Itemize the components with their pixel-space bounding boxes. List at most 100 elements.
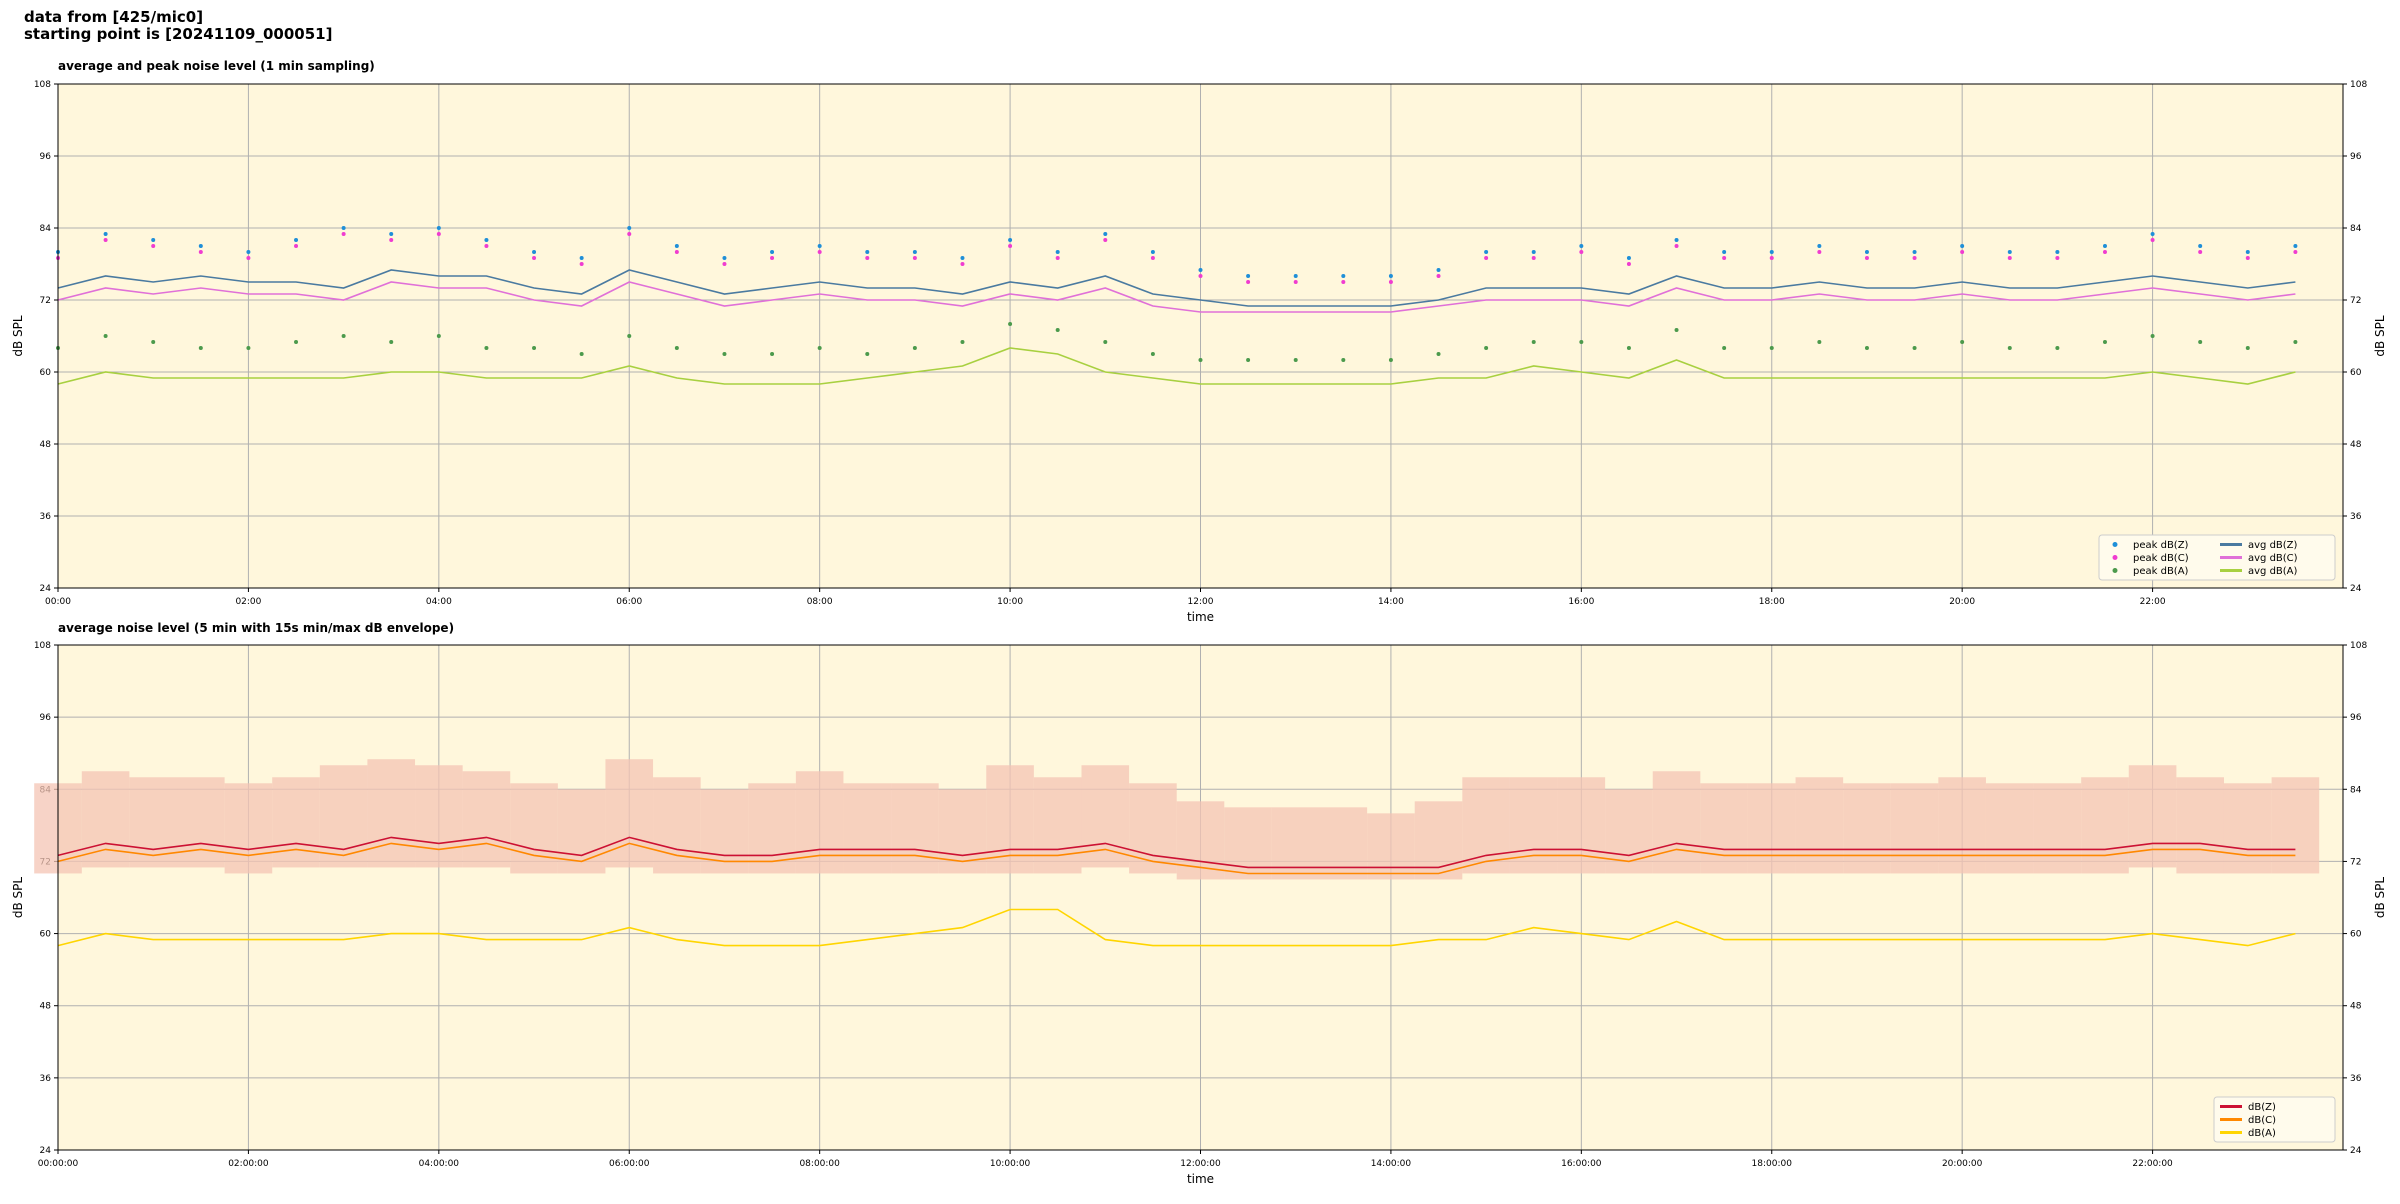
y-tick-label: 60 <box>2350 930 2362 940</box>
envelope-band <box>415 765 463 868</box>
y-tick-label: 72 <box>40 296 51 306</box>
peak-point <box>103 232 108 236</box>
legend-label: peak dB(Z) <box>2133 540 2189 551</box>
envelope-band <box>891 783 939 874</box>
peak-point <box>1341 274 1346 278</box>
peak-point <box>1436 268 1441 272</box>
series-line <box>57 347 2296 385</box>
peak-point <box>1150 256 1155 260</box>
peak-point <box>2245 256 2250 260</box>
x-tick-label: 16:00:00 <box>1561 1159 1602 1169</box>
peak-point <box>1341 358 1346 362</box>
x-tick-label: 04:00 <box>426 597 452 607</box>
peak-point <box>2007 346 2012 350</box>
y-tick-label: 36 <box>40 1074 52 1084</box>
peak-point <box>960 340 965 344</box>
y-tick-label: 108 <box>2350 641 2367 651</box>
x-tick-label: 08:00 <box>807 597 833 607</box>
peak-point <box>817 250 822 254</box>
peak-point <box>1388 358 1393 362</box>
peak-point <box>341 334 346 338</box>
peak-point <box>436 226 441 230</box>
peak-point <box>341 226 346 230</box>
peak-point <box>1674 328 1679 332</box>
envelope-band <box>1271 807 1320 880</box>
peak-point <box>484 346 489 350</box>
peak-point <box>1817 250 1822 254</box>
x-tick-label: 02:00 <box>235 597 261 607</box>
legend-label: dB(A) <box>2248 1128 2276 1139</box>
peak-point <box>770 352 775 356</box>
peak-point <box>1484 250 1489 254</box>
peak-point <box>2245 250 2250 254</box>
peak-point <box>1817 244 1822 248</box>
y-axis-label: dB SPL <box>2373 315 2387 357</box>
x-tick-label: 14:00 <box>1378 597 1404 607</box>
envelope-band <box>1033 777 1082 874</box>
peak-point <box>1198 268 1203 272</box>
peak-point <box>1674 238 1679 242</box>
y-tick-label: 60 <box>2350 368 2362 378</box>
x-axis-label: time <box>1187 610 1214 624</box>
peak-point <box>103 334 108 338</box>
envelope-band <box>2271 777 2320 874</box>
peak-point <box>1769 256 1774 260</box>
peak-point <box>2293 250 2298 254</box>
legend-label: dB(Z) <box>2248 1102 2276 1113</box>
peak-point <box>1008 244 1013 248</box>
peak-point <box>579 262 584 266</box>
y-tick-label: 96 <box>2350 152 2362 162</box>
y-tick-label: 60 <box>40 930 52 940</box>
peak-point <box>1246 358 1251 362</box>
peak-point <box>817 244 822 248</box>
y-tick-label: 24 <box>40 584 52 594</box>
header-line: starting point is [20241109_000051] <box>24 25 332 43</box>
y-axis-label: dB SPL <box>11 877 25 919</box>
y-tick-label: 108 <box>34 641 51 651</box>
peak-point <box>2198 340 2203 344</box>
series-line <box>57 908 2296 947</box>
envelope-band <box>510 783 558 874</box>
series-line <box>57 269 2296 307</box>
peak-point <box>198 346 203 350</box>
peak-point <box>1626 346 1631 350</box>
peak-point <box>2007 250 2012 254</box>
y-tick-label: 108 <box>2350 80 2367 90</box>
peak-point <box>722 256 727 260</box>
peak-point <box>1960 250 1965 254</box>
peak-point <box>1484 346 1489 350</box>
y-tick-label: 36 <box>2350 1074 2362 1084</box>
y-tick-label: 108 <box>34 80 51 90</box>
plot-frame <box>57 644 2344 1151</box>
peak-point <box>1626 256 1631 260</box>
peak-point <box>770 250 775 254</box>
y-tick-label: 24 <box>2350 1146 2362 1156</box>
y-tick-label: 96 <box>40 713 52 723</box>
envelope-band <box>1319 807 1368 880</box>
peak-point <box>1341 280 1346 284</box>
peak-point <box>912 256 917 260</box>
y-tick-label: 48 <box>2350 440 2362 450</box>
peak-point <box>1579 340 1584 344</box>
x-tick-label: 02:00:00 <box>228 1159 269 1169</box>
y-tick-label: 96 <box>2350 713 2362 723</box>
y-tick-label: 48 <box>2350 1002 2362 1012</box>
peak-point <box>722 262 727 266</box>
x-tick-label: 22:00 <box>2140 597 2166 607</box>
peak-point <box>1960 340 1965 344</box>
y-tick-label: 84 <box>2350 785 2362 795</box>
peak-point <box>1912 346 1917 350</box>
peak-point <box>1293 274 1298 278</box>
peak-point <box>960 256 965 260</box>
peak-point <box>1150 352 1155 356</box>
legend-label: peak dB(A) <box>2133 566 2189 577</box>
peak-point <box>1960 244 1965 248</box>
envelope-band <box>1843 783 1891 874</box>
peak-point <box>1817 340 1822 344</box>
chart: average and peak noise level (1 min samp… <box>11 59 2387 624</box>
envelope-band <box>1224 807 1272 880</box>
x-tick-label: 12:00:00 <box>1180 1159 1221 1169</box>
peak-point <box>674 250 679 254</box>
envelope-band <box>1795 777 1844 874</box>
